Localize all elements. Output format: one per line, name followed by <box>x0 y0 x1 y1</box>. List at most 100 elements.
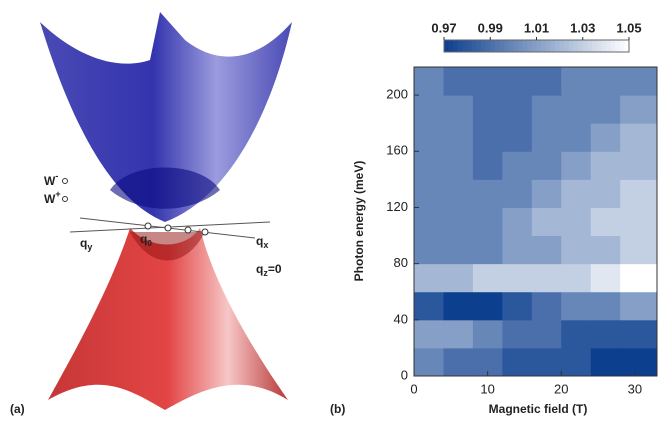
y-tick-label: 40 <box>394 311 408 326</box>
colorbar-step <box>481 40 486 52</box>
heat-cell <box>473 67 503 96</box>
heat-cell <box>591 151 621 180</box>
heat-cell <box>532 179 562 208</box>
label-w-minus: W- <box>44 171 58 188</box>
heat-cell <box>443 151 473 180</box>
panel-label: (a) <box>10 402 25 416</box>
heat-cell <box>414 292 444 321</box>
heat-cell <box>473 292 503 321</box>
colorbar-step <box>569 40 574 52</box>
heat-cell <box>561 320 591 349</box>
heat-cell <box>561 207 591 236</box>
heat-cell <box>443 264 473 293</box>
heat-cell <box>443 67 473 96</box>
heat-cell <box>561 236 591 265</box>
panel-label: (b) <box>330 402 345 416</box>
heat-cell <box>591 67 621 96</box>
heat-cell <box>532 236 562 265</box>
heat-cell <box>620 292 657 321</box>
heat-cell <box>414 151 444 180</box>
heat-cell <box>443 207 473 236</box>
heat-cell <box>414 348 444 377</box>
heat-cell <box>502 123 532 152</box>
y-tick-label: 160 <box>386 143 408 158</box>
y-tick-label: 80 <box>394 255 408 270</box>
heat-cell <box>502 151 532 180</box>
colorbar-tick-label: 1.05 <box>616 20 641 35</box>
colorbar-step <box>583 40 588 52</box>
heat-cell <box>620 320 657 349</box>
colorbar-step <box>495 40 500 52</box>
heat-cell <box>473 123 503 152</box>
heat-cell <box>620 264 657 293</box>
colorbar-step <box>550 40 555 52</box>
colorbar-step <box>467 40 472 52</box>
colorbar-step <box>476 40 481 52</box>
colorbar-step <box>578 40 583 52</box>
heat-cell <box>414 67 444 96</box>
heat-cell <box>532 264 562 293</box>
colorbar-step <box>458 40 463 52</box>
colorbar-step <box>472 40 477 52</box>
colorbar-tick-label: 0.97 <box>431 20 456 35</box>
heat-cell <box>532 207 562 236</box>
heat-cell <box>414 123 444 152</box>
colorbar-step <box>523 40 528 52</box>
label-qz: qz=0 <box>256 262 282 278</box>
heat-cell <box>591 95 621 124</box>
label-qy: qy <box>80 236 92 252</box>
heat-cell <box>502 264 532 293</box>
heat-cell <box>414 207 444 236</box>
colorbar-step <box>546 40 551 52</box>
heat-cell <box>473 151 503 180</box>
heat-cell <box>532 292 562 321</box>
heat-cell <box>620 348 657 377</box>
y-axis-label: Photon energy (meV) <box>352 161 366 282</box>
heat-cell <box>532 151 562 180</box>
heat-cell <box>620 123 657 152</box>
colorbar-step <box>513 40 518 52</box>
heat-cell <box>591 179 621 208</box>
heat-cell <box>620 207 657 236</box>
colorbar-step <box>597 40 602 52</box>
heat-cell <box>473 320 503 349</box>
heat-cell <box>561 67 591 96</box>
heat-cell <box>591 264 621 293</box>
heat-cell <box>443 123 473 152</box>
colorbar-step <box>527 40 532 52</box>
colorbar-step <box>601 40 606 52</box>
heat-cell <box>561 264 591 293</box>
heat-cell <box>473 207 503 236</box>
colorbar-step <box>532 40 537 52</box>
heat-cell <box>502 95 532 124</box>
colorbar-step <box>555 40 560 52</box>
colorbar-step <box>463 40 468 52</box>
heat-cell <box>502 320 532 349</box>
colorbar-step <box>620 40 625 52</box>
y-tick-label: 120 <box>386 199 408 214</box>
heat-cell <box>532 320 562 349</box>
heat-cell <box>561 123 591 152</box>
heat-cell <box>473 264 503 293</box>
heat-cell <box>561 151 591 180</box>
heat-cell <box>561 95 591 124</box>
colorbar-step <box>574 40 579 52</box>
colorbar-step <box>592 40 597 52</box>
heat-cell <box>473 95 503 124</box>
colorbar-step <box>509 40 514 52</box>
heat-cell <box>561 292 591 321</box>
heat-cell <box>443 179 473 208</box>
colorbar-tick-label: 0.99 <box>478 20 503 35</box>
colorbar-step <box>449 40 454 52</box>
figure: W- W+ qy qx qz=0 q0 (a) (b) Magnetic fie… <box>0 0 660 436</box>
heat-cell <box>561 179 591 208</box>
colorbar-step <box>500 40 505 52</box>
heat-cell <box>620 179 657 208</box>
colorbar-tick-label: 1.03 <box>570 20 595 35</box>
colorbar-step <box>560 40 565 52</box>
colorbar-step <box>541 40 546 52</box>
label-qx: qx <box>256 234 268 250</box>
heat-cell <box>473 179 503 208</box>
colorbar-step <box>504 40 509 52</box>
colorbar-step <box>564 40 569 52</box>
